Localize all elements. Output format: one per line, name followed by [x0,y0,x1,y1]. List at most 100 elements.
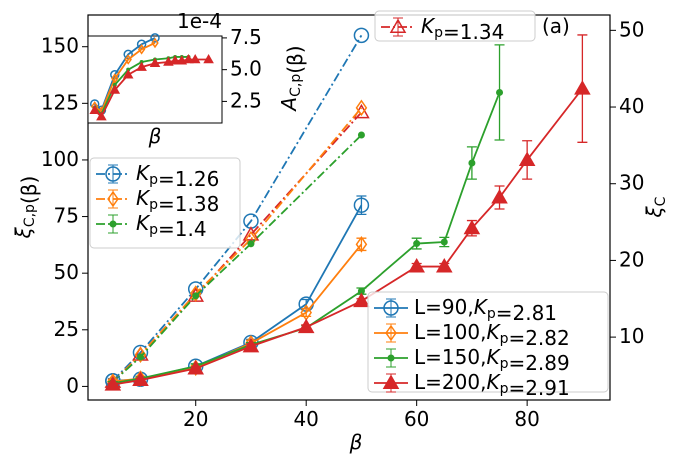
legend-marker [389,18,407,33]
marker [137,44,146,55]
inset-y-tick-label: 7.5 [230,24,262,48]
marker [189,53,201,64]
marker [357,131,365,139]
marker [189,285,202,302]
marker [151,37,159,49]
y-tick-label: 50 [54,260,79,284]
marker [247,240,255,248]
marker [242,337,260,353]
marker [440,238,448,246]
series-line [112,88,584,386]
marker [132,371,149,387]
legend-marker [385,324,397,342]
legend-label: L=90,Kp=2.81 [414,295,557,325]
marker [353,292,370,308]
marker [355,99,368,117]
legend-marker [387,354,395,362]
legend-box [374,10,536,42]
marker [413,240,421,248]
x-axis-label: β [349,430,363,454]
marker [169,55,181,65]
marker [187,360,205,375]
marker [357,287,365,295]
y2-tick-label: 20 [619,247,644,271]
y-tick-label: 100 [41,146,79,170]
y2-tick-label: 50 [619,17,644,41]
series-line [112,243,363,383]
marker [353,197,370,213]
marker [435,258,453,273]
legend-box [89,157,241,249]
plot-frame [87,14,611,401]
marker [136,353,144,361]
inset-y-tick-label: 5.0 [230,56,262,80]
x-tick-label: 60 [404,407,429,431]
x-tick-label: 20 [183,407,208,431]
series-line [94,56,189,116]
y2-tick-label: 40 [619,94,644,118]
y-tick-label: 125 [41,90,79,114]
series-line [112,92,501,385]
y-tick-label: 150 [41,33,79,57]
x-tick-label: 80 [514,407,539,431]
legend-label: Kp=1.4 [136,211,207,241]
legend-marker [107,190,119,208]
error-bar [356,195,367,216]
legend-errorbar [386,298,396,318]
marker [149,57,161,68]
marker [122,69,134,79]
y-tick-label: 75 [54,203,79,227]
legend-marker [105,166,121,182]
legend-marker [109,220,117,228]
marker [89,104,100,115]
legend-label: L=100,Kp=2.82 [414,320,570,350]
marker [408,258,425,273]
marker [176,55,188,65]
marker [124,54,132,65]
y2-tick-label: 30 [619,170,644,194]
marker [109,84,121,94]
marker [297,318,315,334]
marker [491,189,508,204]
marker [150,33,160,43]
marker [355,236,368,253]
marker [104,376,122,391]
legend-errorbar [108,164,118,184]
marker [203,53,214,64]
marker [463,219,481,235]
marker [574,80,591,95]
marker [163,56,174,66]
y-tick-label: 25 [54,316,79,340]
inset-x-label: β [148,124,162,148]
inset-frame [87,35,223,124]
marker [518,151,536,166]
y-tick-label: 0 [66,373,79,397]
inset-y-tick-label: 2.5 [230,88,262,112]
annotation: (a) [542,14,570,38]
y2-tick-label: 10 [619,324,644,348]
legend-label: Kp=1.26 [136,161,219,191]
legend-label: Kp=1.38 [136,186,219,216]
marker [192,292,200,300]
marker [96,111,107,121]
inset-y-label: AC,p(β) [277,45,307,112]
legend-label: L=200,Kp=2.91 [414,370,570,400]
marker [468,159,476,167]
marker [496,88,504,96]
y-axis-label: ξC,p(β) [11,176,41,240]
legend-marker [382,374,400,389]
marker [136,39,147,50]
y2-axis-label: ξC [642,196,670,218]
inset-offset-label: 1e-4 [177,9,222,33]
marker [136,61,147,71]
marker [111,73,119,84]
x-tick-label: 40 [293,407,318,431]
legend-label: L=150,Kp=2.89 [414,345,570,375]
legend-label: Kp=1.34 [421,14,504,44]
legend-marker [383,300,399,316]
marker [353,27,370,44]
marker [183,53,194,64]
error-bar [301,308,312,318]
legend-box [367,291,609,393]
